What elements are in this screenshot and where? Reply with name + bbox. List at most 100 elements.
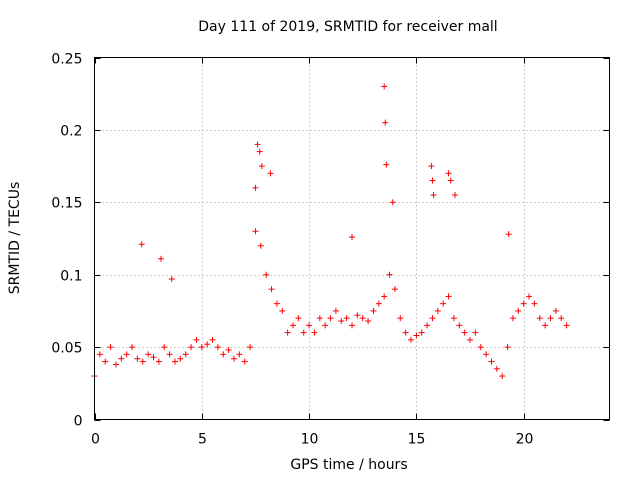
data-point bbox=[268, 286, 275, 293]
data-point bbox=[311, 329, 318, 336]
data-point bbox=[150, 354, 157, 361]
data-point bbox=[123, 351, 130, 358]
data-point bbox=[456, 322, 463, 329]
data-point bbox=[158, 255, 165, 262]
data-point bbox=[129, 344, 136, 351]
data-point bbox=[198, 344, 205, 351]
data-point bbox=[236, 351, 243, 358]
data-point bbox=[402, 329, 409, 336]
x-axis-label: GPS time / hours bbox=[290, 457, 407, 473]
points-layer bbox=[91, 83, 570, 380]
x-tick-label: 15 bbox=[408, 432, 426, 448]
chart-title: Day 111 of 2019, SRMTID for receiver mal… bbox=[198, 19, 497, 35]
data-point bbox=[322, 322, 329, 329]
data-point bbox=[386, 271, 393, 278]
data-point bbox=[452, 192, 458, 199]
data-point bbox=[204, 341, 211, 348]
data-point bbox=[504, 344, 511, 351]
grid-layer bbox=[94, 57, 610, 420]
data-point bbox=[254, 141, 261, 148]
x-tick-label: 20 bbox=[516, 432, 534, 448]
data-point bbox=[483, 351, 490, 358]
plot-frame bbox=[94, 57, 610, 420]
data-point bbox=[138, 241, 145, 248]
data-point bbox=[295, 315, 302, 322]
data-point bbox=[558, 315, 565, 322]
data-point bbox=[263, 271, 270, 278]
x-tick-label: 5 bbox=[198, 432, 207, 448]
data-point bbox=[552, 307, 559, 314]
data-point bbox=[273, 300, 280, 307]
data-point bbox=[531, 300, 538, 307]
y-tick-label: 0.25 bbox=[51, 52, 82, 68]
y-tick-label: 0.05 bbox=[51, 341, 82, 357]
y-tick-label: 0.2 bbox=[60, 124, 82, 140]
data-point bbox=[139, 358, 146, 365]
data-point bbox=[161, 344, 168, 351]
data-point bbox=[182, 351, 189, 358]
data-point bbox=[505, 231, 512, 238]
data-point bbox=[327, 315, 334, 322]
data-point bbox=[349, 322, 355, 329]
data-point bbox=[338, 318, 345, 325]
data-point bbox=[461, 329, 468, 336]
data-point bbox=[381, 83, 388, 90]
y-tick-label: 0.15 bbox=[51, 196, 82, 212]
data-point bbox=[445, 293, 452, 300]
x-tick-label: 0 bbox=[91, 432, 100, 448]
data-point bbox=[166, 351, 173, 358]
data-point bbox=[383, 161, 390, 168]
data-point bbox=[343, 315, 350, 322]
data-point bbox=[332, 307, 339, 314]
data-point bbox=[102, 358, 109, 365]
data-point bbox=[429, 177, 436, 184]
data-point bbox=[214, 344, 221, 351]
data-point bbox=[267, 170, 274, 177]
data-point bbox=[257, 242, 264, 249]
data-point bbox=[241, 358, 248, 365]
data-point bbox=[193, 336, 200, 343]
data-point bbox=[256, 148, 263, 155]
data-point bbox=[515, 307, 522, 314]
data-point bbox=[252, 228, 259, 235]
data-point bbox=[252, 184, 259, 191]
y-tick-label: 0 bbox=[74, 414, 83, 430]
data-point bbox=[258, 163, 265, 170]
tick-layer: 0 0.05 0.1 0.15 0.2 0.25 0 5 10 15 20 bbox=[51, 52, 610, 448]
data-point bbox=[375, 300, 382, 307]
y-axis-label: SRMTID / TECUs bbox=[7, 182, 23, 295]
data-point bbox=[418, 329, 425, 336]
data-point bbox=[488, 358, 495, 365]
data-point bbox=[563, 322, 570, 329]
data-point bbox=[225, 346, 232, 353]
data-point bbox=[168, 276, 175, 283]
data-point bbox=[306, 322, 313, 329]
data-point bbox=[365, 318, 372, 325]
data-point bbox=[434, 307, 441, 314]
data-point bbox=[397, 315, 404, 322]
data-point bbox=[542, 322, 549, 329]
data-point bbox=[284, 329, 291, 336]
data-point bbox=[118, 355, 125, 362]
data-point bbox=[413, 332, 420, 339]
data-point bbox=[381, 293, 388, 300]
data-point bbox=[447, 177, 454, 184]
data-point bbox=[408, 336, 415, 343]
data-point bbox=[96, 351, 103, 358]
data-point bbox=[520, 300, 527, 307]
data-point bbox=[370, 307, 377, 314]
y-tick-label: 0.1 bbox=[60, 269, 82, 285]
data-point bbox=[477, 344, 484, 351]
data-point bbox=[300, 329, 307, 336]
data-point bbox=[467, 336, 474, 343]
data-point bbox=[247, 344, 254, 351]
data-point bbox=[547, 315, 554, 322]
data-point bbox=[428, 163, 435, 170]
data-point bbox=[188, 344, 195, 351]
data-point bbox=[382, 119, 389, 126]
data-point bbox=[209, 336, 216, 343]
data-point bbox=[134, 355, 141, 362]
data-point bbox=[526, 293, 533, 300]
data-point bbox=[391, 286, 398, 293]
